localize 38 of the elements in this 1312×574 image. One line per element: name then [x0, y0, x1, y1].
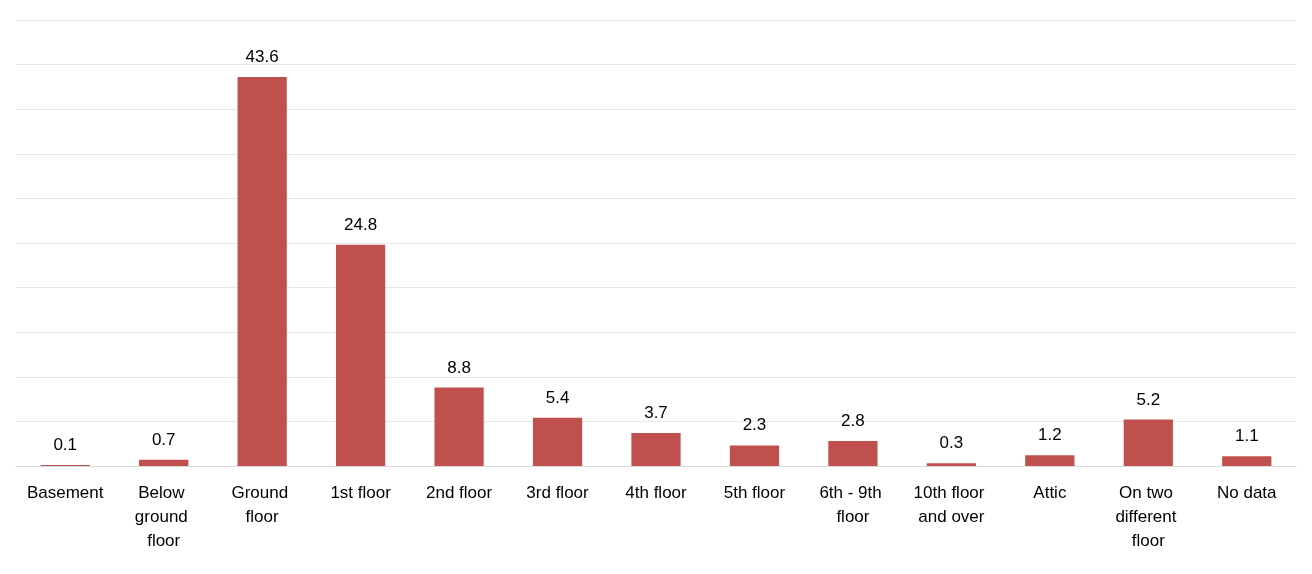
bar — [434, 387, 484, 466]
bar — [1123, 419, 1173, 466]
data-label: 2.3 — [742, 415, 767, 435]
data-label: 8.8 — [447, 357, 471, 377]
x-tick-label: 6th - 9th floor — [819, 482, 887, 526]
bar — [336, 244, 386, 466]
x-tick-label: Below ground floor — [134, 482, 193, 550]
data-label: 0.3 — [939, 433, 964, 453]
data-label: 0.7 — [151, 429, 176, 449]
data-label: 5.2 — [1136, 389, 1161, 409]
x-tick-label: On two different floor — [1115, 482, 1182, 550]
x-tick-label: Ground floor — [231, 482, 293, 526]
x-tick-label: Attic — [1033, 482, 1067, 502]
data-label: 1.1 — [1234, 426, 1259, 446]
data-label: 24.8 — [344, 214, 378, 234]
bar — [1222, 456, 1272, 466]
data-label: 2.8 — [841, 411, 865, 431]
x-tick-label: 10th floor and over — [913, 482, 990, 526]
data-label: 0.1 — [53, 435, 78, 455]
x-tick-label: Basement — [26, 482, 104, 502]
data-label: 3.7 — [644, 403, 668, 422]
data-label: 43.6 — [245, 47, 279, 67]
x-tick-label: 2nd floor — [425, 482, 493, 502]
bar — [139, 459, 189, 466]
x-tick-label: 4th floor — [625, 482, 688, 502]
data-label: 1.2 — [1038, 425, 1062, 445]
bar — [1025, 455, 1075, 466]
x-tick-label: 5th floor — [723, 482, 786, 502]
bar — [729, 445, 780, 466]
data-label: 5.4 — [545, 387, 570, 407]
bar — [828, 441, 878, 466]
x-tick-label: 3rd floor — [526, 482, 590, 502]
bar — [532, 417, 583, 466]
bar — [926, 463, 976, 466]
bar — [631, 433, 681, 466]
x-tick-label: 1st floor — [330, 482, 392, 502]
x-tick-label: No data — [1217, 482, 1278, 502]
bar — [237, 77, 287, 466]
